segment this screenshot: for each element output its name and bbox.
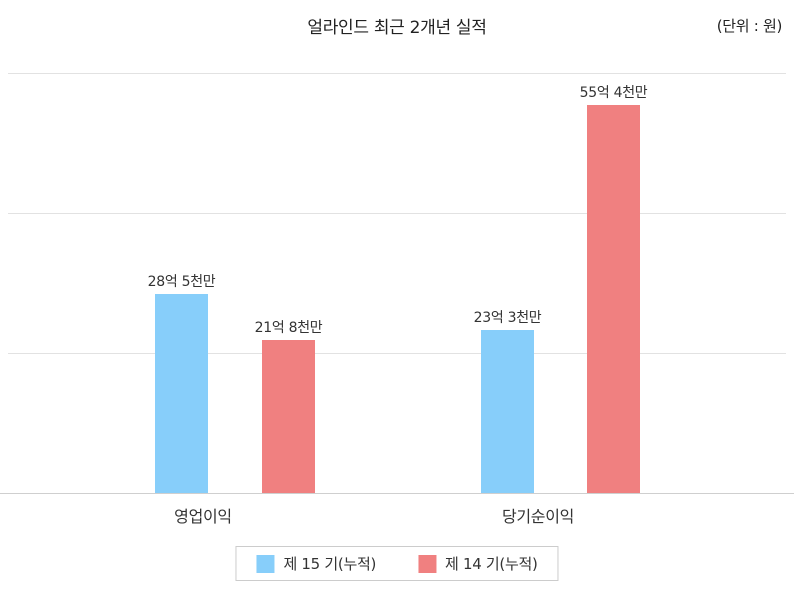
legend: 제 15 기(누적) 제 14 기(누적): [235, 546, 559, 581]
bar-series2-category1: [262, 340, 315, 493]
legend-item-period-15: 제 15 기(누적): [256, 553, 376, 574]
chart-title: 얼라인드 최근 2개년 실적: [307, 18, 487, 38]
bar-value-label: 23억 3천만: [473, 309, 542, 326]
bar-value-label: 55억 4천만: [579, 85, 648, 102]
legend-label-period-14: 제 14 기(누적): [445, 555, 538, 573]
bar-series2-category2: [587, 105, 640, 493]
x-axis-line: [0, 493, 794, 494]
bar-value-label: 21억 8천만: [254, 320, 323, 337]
legend-label-period-15: 제 15 기(누적): [283, 555, 376, 573]
category-label-operating-profit: 영업이익: [174, 507, 232, 526]
legend-item-period-14: 제 14 기(누적): [418, 553, 538, 574]
category-label-net-profit: 당기순이익: [501, 507, 575, 526]
unit-label: (단위 : 원): [716, 17, 783, 35]
gridline: [8, 353, 786, 354]
bar-series1-category1: [155, 293, 208, 493]
gridline: [8, 73, 786, 74]
bar-series1-category2: [481, 329, 534, 493]
legend-swatch-period-14-icon: [418, 554, 436, 573]
bar-value-label: 28억 5천만: [147, 273, 216, 290]
legend-swatch-period-15-icon: [256, 554, 275, 573]
gridline: [8, 213, 786, 214]
